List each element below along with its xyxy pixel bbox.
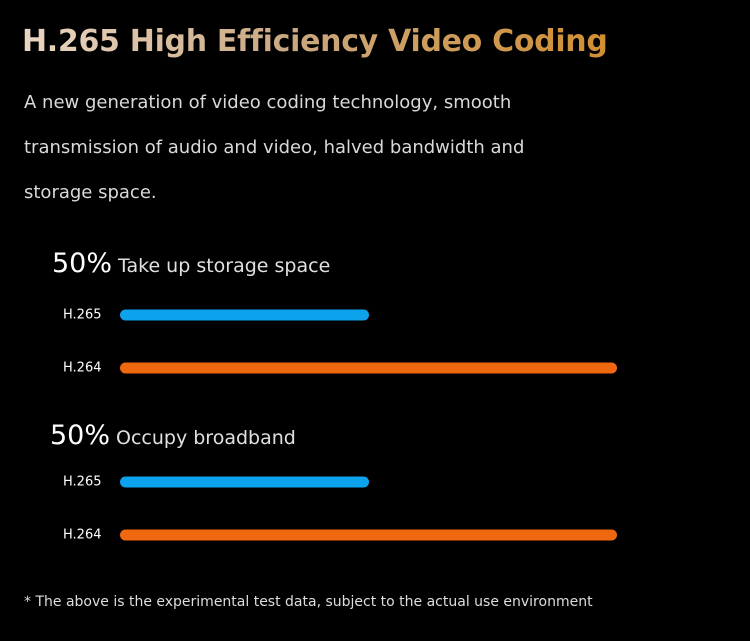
section-title: Take up storage space (118, 255, 331, 277)
bar-label: H.264 (63, 527, 102, 543)
page-title: H.265 High Efficiency Video Coding (22, 24, 608, 59)
bar-label: H.265 (63, 307, 102, 323)
description: A new generation of video coding technol… (24, 92, 525, 203)
bar-label: H.264 (63, 360, 102, 376)
bar-h265 (120, 476, 369, 488)
bar-label: H.265 (63, 474, 102, 490)
footnote: * The above is the experimental test dat… (24, 594, 593, 610)
bar-h265 (120, 309, 369, 321)
percent-label: 50% (52, 248, 113, 279)
bar-h264 (120, 529, 617, 541)
section-header: 50% Occupy broadband (50, 420, 296, 451)
bar-h264 (120, 362, 617, 374)
section-title: Occupy broadband (116, 427, 296, 449)
percent-label: 50% (50, 420, 111, 451)
section-header: 50% Take up storage space (52, 248, 330, 279)
